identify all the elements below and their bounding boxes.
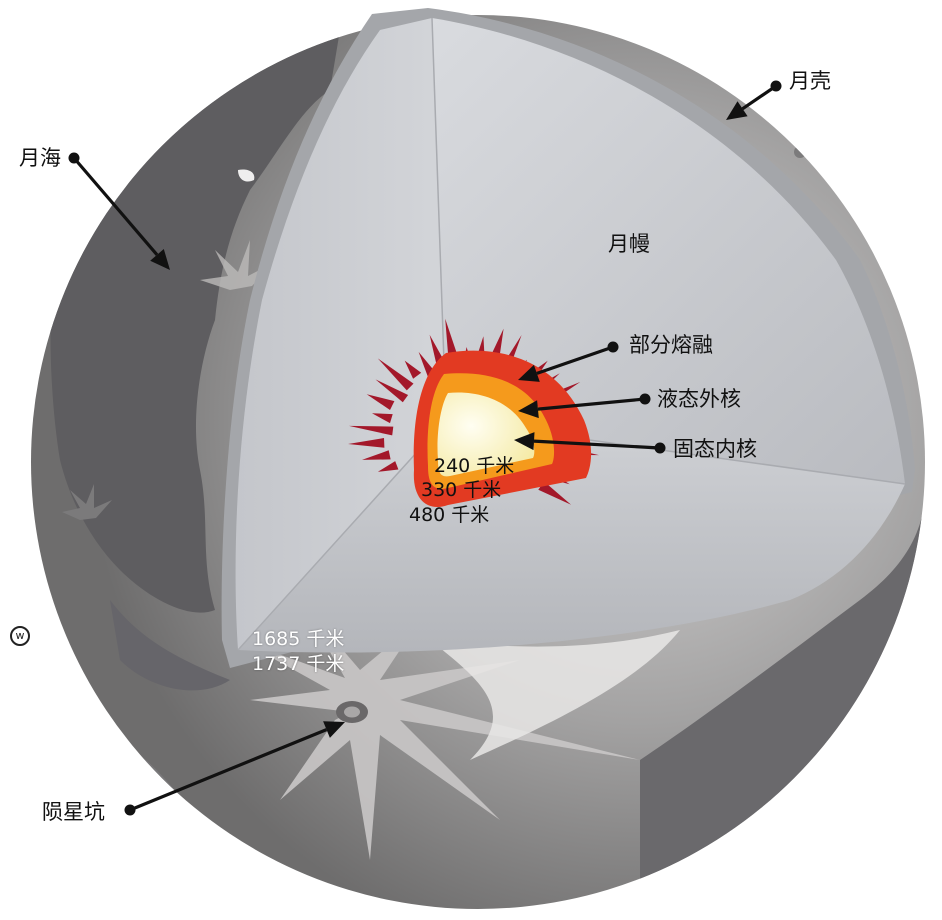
spike-icon [366, 394, 395, 410]
spike-icon [377, 461, 399, 472]
spike-icon [375, 379, 409, 403]
arrow-inner-core-line [533, 439, 661, 450]
distance-mantle: 1685 千米 [252, 628, 345, 650]
distance-partial-melt: 480 千米 [409, 504, 490, 526]
spike-icon [362, 450, 391, 460]
spike-icon [538, 481, 572, 505]
mantle-face-bottom [238, 420, 905, 653]
spike-icon [377, 358, 414, 391]
arrow-icon [518, 400, 539, 419]
distance-inner-core: 240 千米 [434, 455, 515, 477]
core-structure [348, 318, 599, 507]
arrow-crater-line [129, 728, 328, 812]
arrow-outer-core-line [537, 397, 646, 411]
cutaway-wedge [221, 8, 915, 668]
arrow-icon [518, 364, 540, 382]
label-crust: 月壳 [789, 69, 831, 93]
label-mantle: 月幔 [608, 232, 650, 256]
mantle-face-left [235, 18, 446, 650]
dot-icon [124, 804, 136, 816]
label-crater: 陨星坑 [42, 800, 105, 824]
dot-icon [68, 152, 80, 164]
distance-surface: 1737 千米 [252, 653, 345, 675]
label-partial-melt: 部分熔融 [629, 333, 713, 357]
dot-icon [654, 442, 666, 454]
spike-icon [348, 425, 394, 436]
spike-icon [348, 438, 385, 448]
arrow-icon [514, 432, 535, 451]
callout-arrows [68, 80, 782, 816]
arrow-crust-line [741, 84, 777, 111]
arrow-maria-line [72, 156, 159, 256]
arrow-partial-melt-line [536, 345, 614, 375]
distance-outer-core: 330 千米 [421, 479, 502, 501]
crater-ray-system [240, 600, 640, 860]
arrow-icon [726, 101, 748, 120]
label-maria: 月海 [19, 146, 61, 170]
arrow-icon [323, 721, 345, 738]
spike-icon [372, 413, 393, 424]
watermark-icon: w [10, 626, 30, 646]
inner-core-layer [437, 392, 535, 477]
arrow-icon [150, 249, 170, 270]
label-outer-core: 液态外核 [657, 387, 741, 411]
spike-icon [445, 318, 459, 361]
spike-icon [404, 360, 422, 379]
dot-icon [770, 80, 782, 92]
dot-icon [639, 393, 651, 405]
dot-icon [607, 341, 619, 353]
label-inner-core: 固态内核 [673, 437, 757, 461]
